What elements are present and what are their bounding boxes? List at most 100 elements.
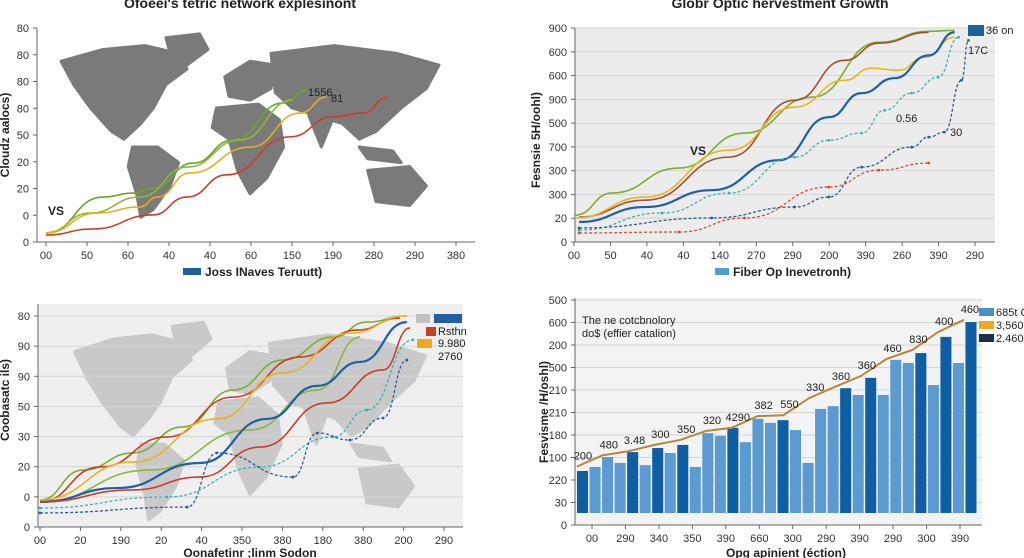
data-point [860,131,864,135]
data-point [185,505,189,509]
continent-shape [170,320,213,358]
data-label: 382 [754,400,772,412]
data-point [381,416,385,420]
bar [940,336,952,513]
data-point [577,226,581,230]
series-line-4 [579,31,955,224]
y-tick-label: 20 [17,157,29,169]
x-tick-label: 390 [929,250,947,262]
y-tick-label: 0 [23,237,29,249]
x-tick-label: 00 [34,535,46,547]
chart-2-legend-label: Fiber Op Inevetronh) [733,265,851,279]
x-tick-label: 390 [850,533,868,545]
chart-3-ylabel: Coobasatc ils) [0,359,12,441]
x-tick-label: 150 [283,250,301,262]
chart-2-title: Globr Optic hervestment Growth [671,0,888,11]
data-label: 320 [703,415,721,427]
data-point [827,138,831,142]
y-tick-label: 50 [18,401,30,413]
data-point [860,165,864,169]
chart-1-ylabel: Cloudz aalocs) [0,93,12,178]
continent-shape [59,44,189,141]
x-tick-label: 380 [273,535,291,547]
y-tick-label: 80 [17,103,29,115]
bar [627,452,639,513]
data-label: 460 [883,343,901,355]
y-tick-label: 20 [555,213,567,225]
data-point [910,145,913,149]
data-point [927,161,931,165]
data-point [405,358,409,362]
chart-2: Globr Optic hervestment Growth Fesnsie 5… [529,0,1014,279]
y-tick-label: 600 [549,71,567,83]
y-tick-label: 80 [17,77,29,89]
data-label: 550 [780,399,798,411]
bar [877,394,889,513]
chart-4-legend-label: 3,560 [996,320,1024,332]
data-label: 4290 [726,412,750,424]
x-tick-label: 390 [951,533,969,545]
continent-shape [349,442,392,463]
chart-3-xlabel: Oonafetinr ;linm Sodon [183,546,316,558]
y-tick-label: 180 [549,430,567,442]
chart-2-annotation: 17C [968,45,988,57]
x-tick-label: 300 [917,533,935,545]
chart-3-legend-label: 2760 [438,351,462,363]
data-point [291,475,295,479]
data-point [883,108,886,112]
trend-line [576,318,965,468]
x-tick-label: 20 [155,535,167,547]
y-tick-label: 0 [24,492,30,504]
plot-area [34,304,463,531]
x-tick-label: 00 [586,533,598,545]
x-tick-label: 140 [711,250,729,262]
bar [714,435,726,513]
continent-shape [366,165,428,207]
x-tick-label: 00 [568,250,580,262]
x-tick-label: 60 [245,250,257,262]
series-line-2 [39,317,400,503]
series-line-3 [575,36,955,219]
chart-4-legend-swatch [979,321,994,329]
data-point [577,231,581,235]
x-tick-label: 190 [324,250,342,262]
chart-4-xlabel: Opg apinient (éction) [726,546,846,558]
x-tick-label: 180 [314,535,332,547]
chart-4-legend-label: 685t C [996,307,1024,319]
x-tick-label: 20 [74,535,86,547]
data-point [258,465,262,469]
series-line-6 [579,39,970,229]
chart-1-legend-swatch [183,268,201,275]
data-point [38,511,42,515]
y-tick-label: 0 [23,210,29,222]
continent-shape [126,145,181,219]
series-line-5 [39,320,407,504]
x-tick-label: 350 [233,535,251,547]
bar [677,444,689,513]
y-tick-label: 0 [561,520,567,532]
x-tick-label: 190 [112,535,130,547]
continent-shape [357,145,403,165]
y-tick-label: 900 [549,23,567,35]
x-tick-label: 40 [204,250,216,262]
y-tick-label: 210 [549,408,567,420]
y-tick-label: 600 [549,318,567,330]
bar [702,433,714,513]
x-tick-label: 290 [616,533,634,545]
data-point [38,506,42,510]
y-tick-label: 90 [18,341,30,353]
chart-2-top-legend-swatch [968,25,984,36]
world-map-background [59,32,441,219]
data-label: 330 [806,382,824,394]
continent-shape [73,333,193,438]
y-tick-label: 300 [549,189,567,201]
x-tick-label: 00 [40,250,52,262]
bar [927,385,939,513]
x-tick-label: 270 [747,250,765,262]
chart-2-top-legend-label: 36 on [986,25,1014,37]
data-point [348,438,352,442]
y-tick-label: 90 [18,371,30,383]
y-tick-label: 300 [549,166,567,178]
chart-1-annotation-vs: VS [48,204,64,218]
